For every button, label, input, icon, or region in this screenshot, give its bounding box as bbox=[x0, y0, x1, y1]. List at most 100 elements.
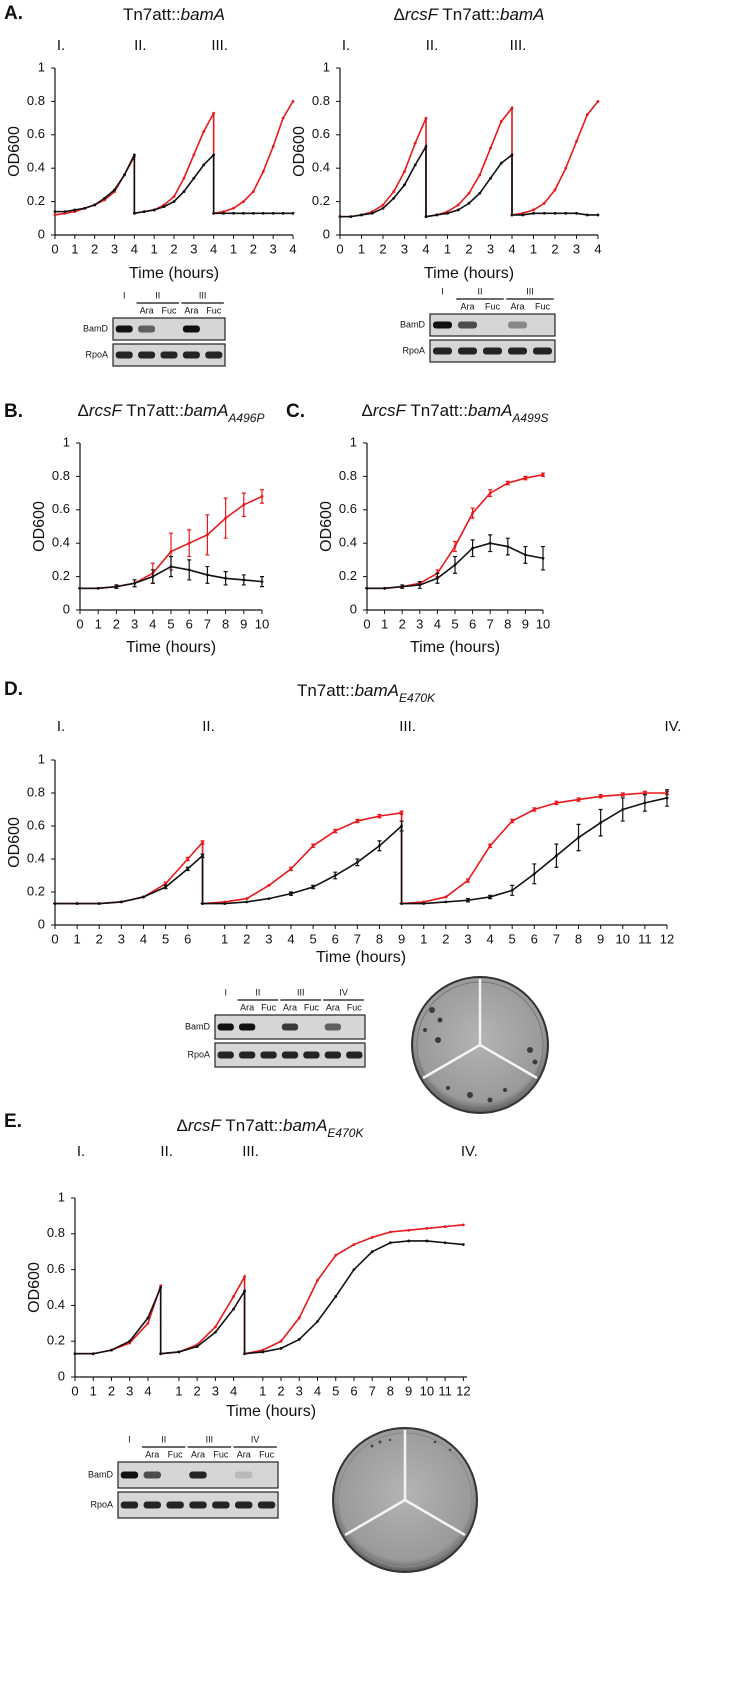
blot-group: III bbox=[526, 286, 534, 296]
data-point bbox=[542, 211, 546, 215]
y-tick-label: 0.2 bbox=[47, 1333, 65, 1348]
title-part: bamA bbox=[184, 401, 228, 420]
blot-protein: BamD bbox=[185, 1021, 211, 1031]
x-tick-label: 6 bbox=[186, 616, 193, 631]
data-point bbox=[365, 586, 369, 590]
data-point bbox=[213, 1325, 217, 1329]
x-tick-label: 7 bbox=[369, 1383, 376, 1398]
x-tick-label: 3 bbox=[131, 616, 138, 631]
x-axis-label: Time (hours) bbox=[316, 949, 406, 966]
y-tick-label: 0.2 bbox=[339, 568, 357, 583]
y-tick-label: 0.8 bbox=[339, 468, 357, 483]
x-tick-label: 5 bbox=[451, 616, 458, 631]
x-tick-label: 1 bbox=[74, 931, 81, 946]
data-point bbox=[53, 213, 57, 217]
x-tick-label: 2 bbox=[277, 1383, 284, 1398]
x-tick-label: 1 bbox=[175, 1383, 182, 1398]
title-part: rcsF bbox=[373, 401, 408, 420]
blot-band bbox=[508, 347, 527, 355]
data-point bbox=[251, 190, 255, 193]
y-axis-label: OD600 bbox=[26, 1262, 43, 1313]
series-line bbox=[55, 797, 668, 905]
blot-band bbox=[458, 347, 477, 355]
chart-title: Tn7att::bamAE470K bbox=[297, 681, 436, 705]
phase-label: IV. bbox=[665, 718, 682, 735]
x-tick-label: 6 bbox=[531, 931, 538, 946]
x-tick-label: 4 bbox=[210, 241, 217, 256]
data-point bbox=[128, 1339, 132, 1343]
data-point bbox=[407, 1239, 411, 1243]
data-point bbox=[389, 1230, 392, 1234]
chart-title: ΔrcsF Tn7att::bamAE470K bbox=[177, 1116, 365, 1140]
data-point bbox=[444, 895, 448, 899]
data-point bbox=[187, 541, 191, 545]
data-point bbox=[596, 213, 600, 217]
data-point bbox=[172, 200, 176, 204]
data-point bbox=[488, 895, 492, 899]
x-tick-label: 0 bbox=[51, 931, 58, 946]
data-point bbox=[243, 1289, 246, 1293]
data-point bbox=[177, 1350, 181, 1354]
data-point bbox=[499, 120, 503, 123]
blot-band bbox=[182, 351, 200, 359]
data-point bbox=[245, 897, 249, 900]
x-tick-label: 4 bbox=[287, 931, 294, 946]
x-tick-label: 11 bbox=[438, 1383, 452, 1398]
phase-label: II. bbox=[202, 718, 215, 735]
blot-condition: Ara bbox=[460, 301, 474, 311]
y-tick-label: 0 bbox=[350, 601, 357, 616]
data-point bbox=[182, 176, 186, 180]
x-tick-label: 2 bbox=[399, 616, 406, 631]
data-point bbox=[243, 1275, 246, 1279]
data-point bbox=[488, 541, 492, 545]
data-point bbox=[146, 1321, 150, 1325]
y-tick-label: 0.4 bbox=[312, 160, 330, 175]
blot-band bbox=[235, 1471, 253, 1479]
blot-band bbox=[120, 1501, 139, 1509]
x-tick-label: 10 bbox=[536, 616, 550, 631]
x-tick-label: 4 bbox=[140, 931, 147, 946]
x-tick-label: 4 bbox=[230, 1383, 237, 1398]
data-point bbox=[643, 801, 647, 805]
y-tick-label: 0.6 bbox=[27, 126, 45, 141]
y-tick-label: 1 bbox=[58, 1189, 65, 1204]
x-tick-label: 3 bbox=[464, 931, 471, 946]
blot-band bbox=[115, 325, 133, 333]
data-point bbox=[192, 153, 196, 157]
data-point bbox=[93, 203, 97, 207]
blot-protein: RpoA bbox=[90, 1499, 113, 1509]
x-tick-label: 8 bbox=[376, 931, 383, 946]
data-point bbox=[78, 586, 82, 590]
data-point bbox=[213, 1330, 217, 1334]
x-tick-label: 12 bbox=[456, 1383, 470, 1398]
blot-group: IV bbox=[339, 987, 348, 997]
blot-band bbox=[483, 347, 502, 355]
data-point bbox=[243, 1352, 246, 1356]
x-tick-label: 3 bbox=[416, 616, 423, 631]
data-point bbox=[499, 161, 503, 165]
data-point bbox=[146, 1316, 150, 1320]
y-tick-label: 0.8 bbox=[52, 468, 70, 483]
data-point bbox=[521, 213, 525, 217]
blot-band bbox=[120, 1471, 139, 1479]
title-part: Tn7att:: bbox=[438, 5, 500, 24]
data-point bbox=[192, 176, 196, 180]
panel-label: A. bbox=[4, 3, 23, 24]
data-point bbox=[510, 819, 514, 823]
chart-panel: B. ΔrcsF Tn7att::bamAA496P00.20.40.60.810… bbox=[4, 401, 269, 656]
data-point bbox=[260, 580, 264, 584]
x-tick-label: 2 bbox=[465, 241, 472, 256]
data-point bbox=[212, 211, 216, 215]
x-tick-label: 2 bbox=[108, 1383, 115, 1398]
title-part: Tn7att:: bbox=[297, 681, 355, 700]
data-point bbox=[532, 208, 535, 212]
data-point bbox=[123, 173, 126, 177]
x-tick-label: 8 bbox=[222, 616, 229, 631]
x-tick-label: 1 bbox=[90, 1383, 97, 1398]
x-tick-label: 3 bbox=[401, 241, 408, 256]
data-point bbox=[467, 201, 471, 205]
data-point bbox=[400, 824, 403, 828]
blot-group: I bbox=[224, 987, 227, 997]
data-point bbox=[73, 1352, 77, 1356]
